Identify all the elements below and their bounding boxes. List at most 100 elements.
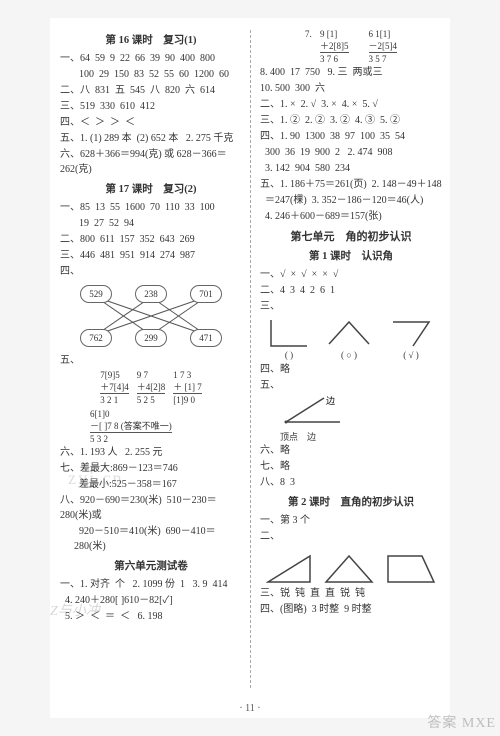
answer-line: 四、＜ ＞ ＞ ＜ [60, 115, 242, 130]
answer-line: 四、略 [260, 362, 442, 377]
bubble: 529 [80, 285, 112, 303]
calc-line: ＋4[2]8 [137, 381, 166, 394]
calc-line: 6[1]0 [90, 408, 242, 420]
section-title: 第六单元测试卷 [60, 558, 242, 573]
vertical-add: 9 7 ＋4[2]8 5 2 5 [137, 369, 166, 406]
bubble: 762 [80, 329, 112, 347]
calc-line: 9 7 [137, 369, 166, 381]
calc-line: ＋7[4]4 [100, 381, 129, 394]
section-title: 第 17 课时 复习(2) [60, 181, 242, 196]
calc-line: ＋ [1] 7 [173, 381, 202, 394]
angle-vertex-diagram: 边 顶点 边 [280, 394, 442, 443]
answer-line: 300 36 19 900 2 2. 474 908 [260, 145, 442, 160]
angle-label: ( ) [285, 350, 293, 360]
answer-line: 8. 400 17 750 9. 三 两或三 [260, 65, 442, 80]
answer-line: 四、 [60, 264, 242, 279]
calc-line: 6 1[1] [369, 28, 398, 40]
answer-line: 3. 142 904 580 234 [260, 161, 442, 176]
section-title: 第 16 课时 复习(1) [60, 32, 242, 47]
calc-line: ＋2[8]5 [320, 40, 349, 53]
unit-title: 第七单元 角的初步认识 [260, 228, 442, 244]
section-title: 第 2 课时 直角的初步认识 [260, 494, 442, 509]
answer-line: 三、 [260, 299, 442, 314]
answer-line: ＝247(棵) 3. 352－186－120＝46(人) [260, 193, 442, 208]
angle-label: ( ○ ) [341, 350, 357, 360]
angle-diagram-row: ( ) ( ○ ) ( √ ) [260, 318, 442, 360]
calc-line: 5 2 5 [137, 394, 166, 406]
calc-line: 7[9]5 [100, 369, 129, 381]
answer-line: 差最小:525－358＝167 [60, 477, 242, 492]
answer-line: 八、920－690＝230(米) 510－230＝280(米)或 [60, 493, 242, 523]
answer-line: 三、446 481 951 914 274 987 [60, 248, 242, 263]
page-number: · 11 · [50, 703, 450, 714]
bubble: 701 [190, 285, 222, 303]
angle-shape: ( ○ ) [327, 318, 371, 360]
vertical-add: 7[9]5 ＋7[4]4 3 2 1 [100, 369, 129, 406]
edge-label: 边 [326, 396, 335, 406]
answer-line: 四、(图略) 3 时整 9 时整 [260, 602, 442, 617]
calc-line: 3 2 1 [100, 394, 129, 406]
right-column: 7. 9 [1] ＋2[8]5 3 7 6 6 1[1] －2[5]4 3 5 … [250, 18, 450, 718]
left-column: 第 16 课时 复习(1) 一、64 59 9 22 66 39 90 400 … [50, 18, 250, 718]
vertical-sub: 6[1]0 －[ ]7 8 (答案不唯一) 5 3 2 [90, 408, 242, 445]
calc-line: 3 7 6 [320, 53, 349, 65]
calc-line: 9 [1] [320, 28, 349, 40]
answer-line: 一、64 59 9 22 66 39 90 400 800 [60, 51, 242, 66]
shape-svg [266, 554, 312, 584]
calc-line: 3 5 7 [369, 53, 398, 65]
vertical-calc-row: 7. 9 [1] ＋2[8]5 3 7 6 6 1[1] －2[5]4 3 5 … [260, 28, 442, 65]
answer-line: 一、√ × √ × × √ [260, 267, 442, 282]
matching-diagram: 529 238 701 762 299 471 [66, 281, 236, 351]
answer-line: 一、第 3 个 [260, 513, 442, 528]
angle-shape: ( √ ) [389, 318, 433, 360]
calc-line: 1 7 3 [173, 369, 202, 381]
answer-line: 八、8 3 [260, 475, 442, 490]
answer-line: 三、519 330 610 412 [60, 99, 242, 114]
answer-line: 七、差最大:869－123＝746 [60, 461, 242, 476]
answer-line: 三、锐 钝 直 直 锐 钝 [260, 586, 442, 601]
answer-line: 六、1. 193 人 2. 255 元 [60, 445, 242, 460]
vertex-label: 顶点 [280, 432, 298, 442]
bubble: 238 [135, 285, 167, 303]
shape-svg [386, 554, 436, 584]
answer-line: 4. 240＋280[ ]610－82[✓] [60, 593, 242, 608]
calc-line: －[ ]7 8 (答案不唯一) [90, 420, 172, 433]
answer-line: 100 29 150 83 52 55 60 1200 60 [60, 67, 242, 82]
answer-line: 5. ＞ ＜ ＝ ＜ 6. 198 [60, 609, 242, 624]
watermark: 答案 MXE [427, 712, 496, 732]
section-title: 第 1 课时 认识角 [260, 248, 442, 263]
answer-line: 四、1. 90 1300 38 97 100 35 54 [260, 129, 442, 144]
answer-line: 二、800 611 157 352 643 269 [60, 232, 242, 247]
answer-line: 10. 500 300 六 [260, 81, 442, 96]
answer-line: 19 27 52 94 [60, 216, 242, 231]
answer-line: 920－510＝410(米) 690－410＝280(米) [60, 524, 242, 554]
edge-label: 边 [307, 432, 316, 442]
answer-line: 二、4 3 4 2 6 1 [260, 283, 442, 298]
calc-line: 5 3 2 [90, 433, 242, 445]
angle-shape: ( ) [269, 318, 309, 360]
vertical-add: 1 7 3 ＋ [1] 7 [1]9 0 [173, 369, 202, 406]
answer-line: 五、 [60, 353, 242, 368]
answer-line: 五、1. 186＋75＝261(页) 2. 148－49＋148 [260, 177, 442, 192]
angle-label: ( √ ) [403, 350, 418, 360]
answer-line: 二、八 831 五 545 八 820 六 614 [60, 83, 242, 98]
answer-line: 二、 [260, 529, 442, 544]
answer-line: 4. 246＋600－689＝157(张) [260, 209, 442, 224]
vertical-add-row: 7[9]5 ＋7[4]4 3 2 1 9 7 ＋4[2]8 5 2 5 1 7 … [60, 369, 242, 406]
answer-line: 五、1. (1) 289 本 (2) 652 本 2. 275 千克 [60, 131, 242, 146]
answer-line: 五、 [260, 378, 442, 393]
answer-line: 一、1. 对齐 个 2. 1099 份 1 3. 9 414 [60, 577, 242, 592]
bubble: 471 [190, 329, 222, 347]
answer-line: 六、628＋366＝994(克) 或 628－366＝262(克) [60, 147, 242, 177]
bubble: 299 [135, 329, 167, 347]
worksheet-page: 第 16 课时 复习(1) 一、64 59 9 22 66 39 90 400 … [50, 18, 450, 718]
answer-line: 一、85 13 55 1600 70 110 33 100 [60, 200, 242, 215]
answer-line: 六、略 [260, 443, 442, 458]
vertical-add: 9 [1] ＋2[8]5 3 7 6 [320, 28, 349, 65]
shape-row [260, 548, 442, 584]
answer-line: 七、略 [260, 459, 442, 474]
vertical-sub: 6 1[1] －2[5]4 3 5 7 [369, 28, 398, 65]
calc-line: －2[5]4 [369, 40, 398, 53]
answer-line: 三、1. ② 2. ② 3. ② 4. ③ 5. ② [260, 113, 442, 128]
calc-line: [1]9 0 [173, 394, 202, 406]
